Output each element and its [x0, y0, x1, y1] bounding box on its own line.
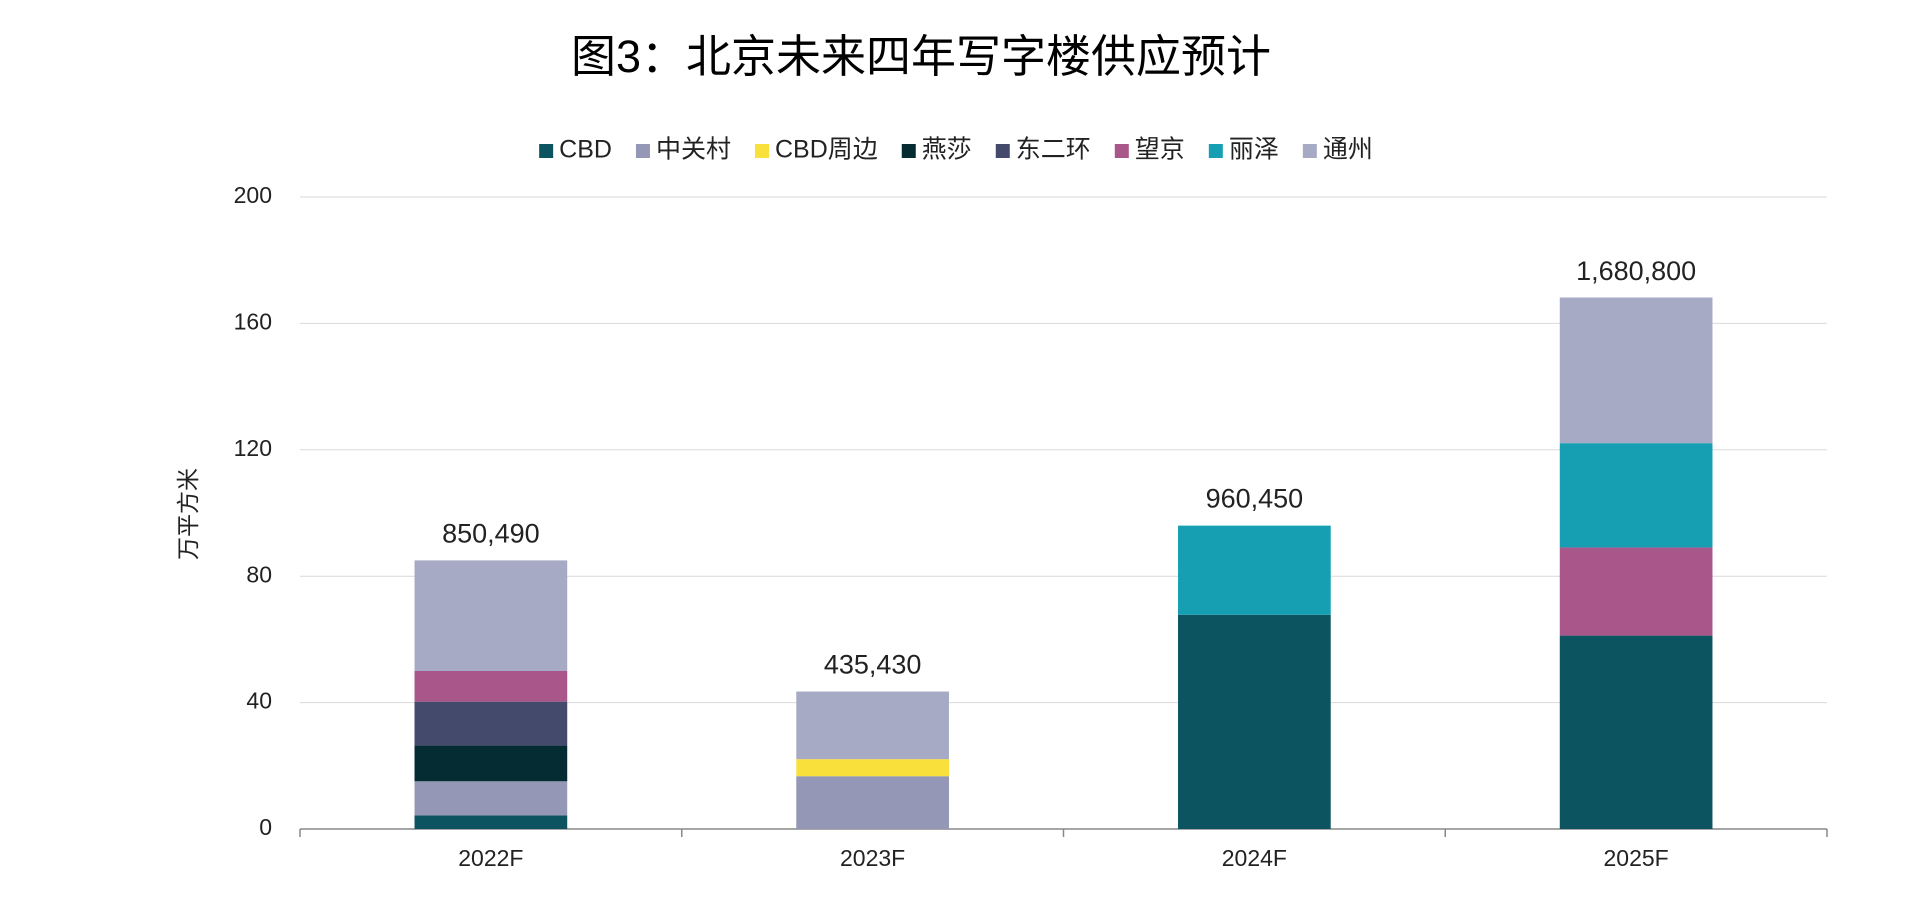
bar-segment [1178, 525, 1331, 615]
bar-segment [414, 745, 568, 782]
legend-label: CBD [559, 136, 612, 164]
legend-swatch [635, 144, 650, 158]
legend-swatch [1208, 144, 1223, 158]
bar-segment [414, 815, 568, 829]
legend-label: 望京 [1135, 136, 1185, 164]
bar-segment [796, 691, 949, 760]
legend-swatch [1302, 144, 1317, 158]
legend-swatch [539, 144, 554, 158]
y-tick-label: 80 [246, 561, 272, 587]
total-label: 1,680,800 [1576, 256, 1696, 286]
y-tick-label: 40 [246, 688, 272, 714]
legend-swatch [1114, 144, 1129, 158]
y-tick-label: 200 [234, 182, 272, 208]
y-tick-label: 120 [234, 435, 272, 461]
bar-segment [1559, 443, 1713, 548]
legend-swatch [901, 144, 916, 158]
bar-segment [1178, 614, 1331, 829]
legend-label: 中关村 [656, 136, 731, 164]
x-tick-label: 2025F [1604, 845, 1669, 871]
total-label: 850,490 [442, 518, 540, 548]
bar-segment [796, 759, 949, 777]
bar-segment [1559, 297, 1713, 444]
total-label: 435,430 [824, 650, 922, 680]
y-tick-label: 160 [234, 308, 272, 334]
legend-label: 燕莎 [922, 136, 972, 164]
bar-segment [414, 701, 568, 746]
legend-label: 通州 [1323, 136, 1373, 164]
x-tick-label: 2024F [1222, 845, 1287, 871]
legend-label: 丽泽 [1229, 136, 1279, 164]
bar-segment [414, 671, 568, 702]
legend-label: CBD周边 [775, 136, 878, 164]
legend-swatch [995, 144, 1010, 158]
bar-segment [414, 560, 568, 671]
chart-title: 图3：北京未来四年写字楼供应预计 [571, 31, 1271, 82]
bar-segment [414, 781, 568, 816]
bar-segment [1559, 547, 1713, 636]
legend-label: 东二环 [1016, 136, 1091, 164]
y-axis-label: 万平方米 [175, 468, 201, 560]
x-tick-label: 2022F [458, 845, 523, 871]
total-label: 960,450 [1206, 484, 1304, 514]
y-tick-label: 0 [259, 814, 272, 840]
bar-segment [1559, 635, 1713, 829]
legend-swatch [754, 144, 769, 158]
x-tick-label: 2023F [840, 845, 905, 871]
bar-segment [796, 776, 949, 829]
